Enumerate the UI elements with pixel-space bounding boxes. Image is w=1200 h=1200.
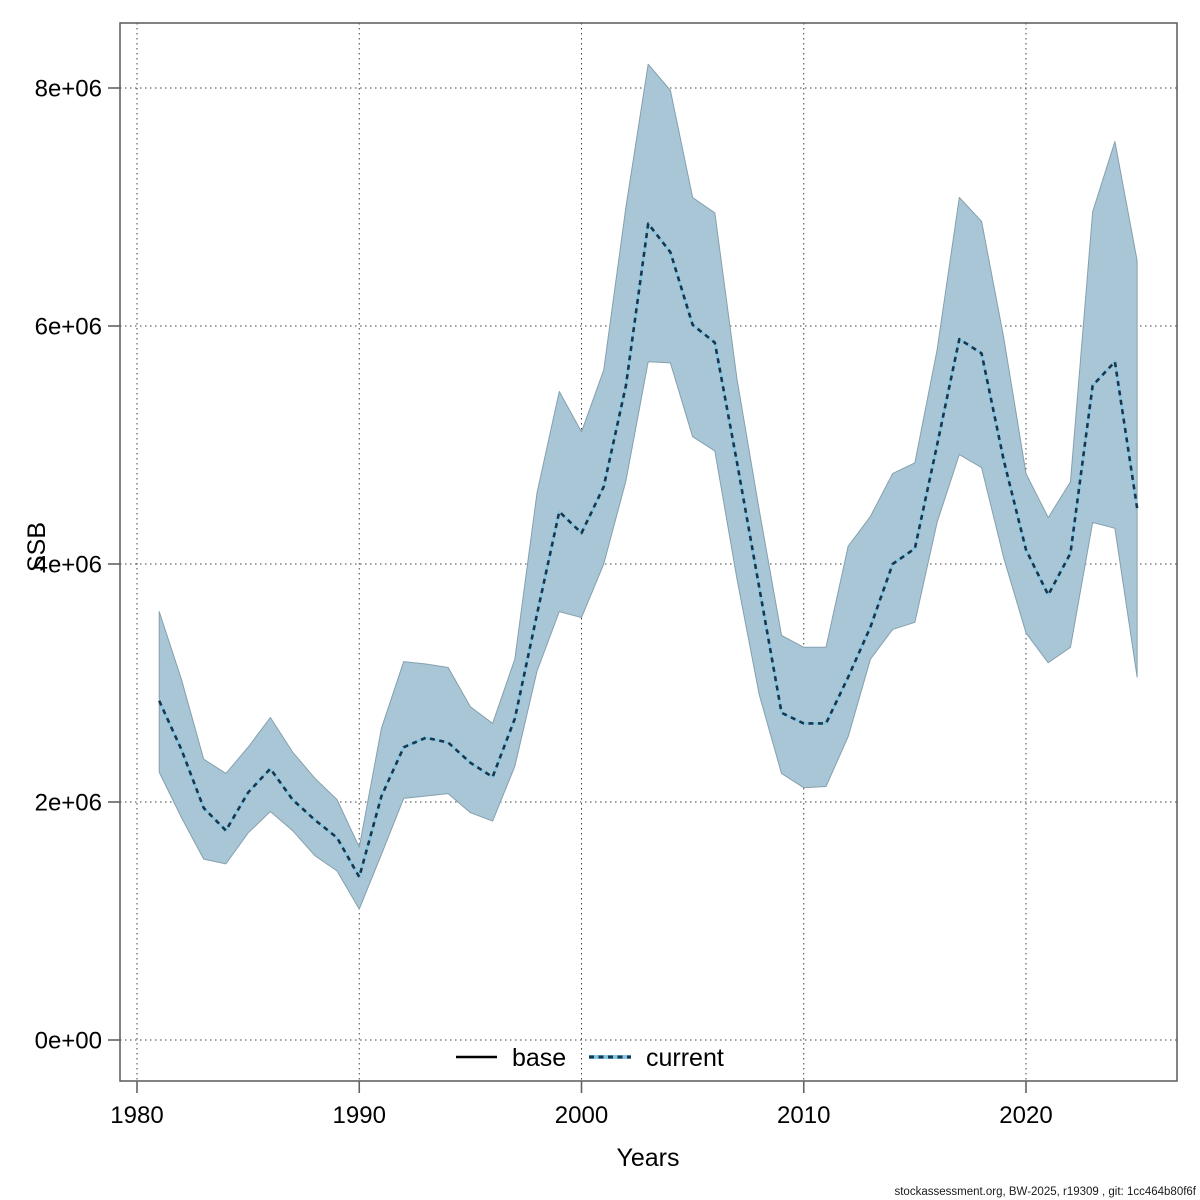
confidence-band-polygon [158, 63, 1138, 910]
plot-frame [119, 22, 1178, 1082]
legend-current-label: current [646, 1044, 724, 1072]
x-tick-label: 2010 [777, 1102, 830, 1129]
y-tick-label: 2e+06 [35, 790, 102, 817]
y-tick-label: 6e+06 [35, 314, 102, 341]
x-tick-label: 1980 [110, 1102, 163, 1129]
y-axis-title: SSB [23, 522, 51, 572]
y-axis-tick-labels: 0e+00 2e+06 4e+06 6e+06 8e+06 [35, 76, 102, 1055]
axis-tick-marks [108, 87, 1027, 1093]
footer-attribution: stockassessment.org, BW-2025, r19309 , g… [894, 1186, 1196, 1198]
y-tick-label: 0e+00 [35, 1028, 102, 1055]
x-tick-label: 2000 [555, 1102, 608, 1129]
y-tick-label: 4e+06 [35, 552, 102, 579]
y-tick-label: 8e+06 [35, 76, 102, 103]
legend: base current [456, 1044, 724, 1072]
x-axis-tick-labels: 1980 1990 2000 2010 2020 [110, 1102, 1052, 1129]
x-axis-title: Years [616, 1144, 679, 1172]
x-tick-label: 2020 [999, 1102, 1052, 1129]
current-line [158, 222, 1139, 879]
legend-base-label: base [512, 1044, 566, 1072]
series-lines [158, 222, 1139, 879]
x-tick-label: 1990 [333, 1102, 386, 1129]
confidence-band [158, 63, 1138, 910]
